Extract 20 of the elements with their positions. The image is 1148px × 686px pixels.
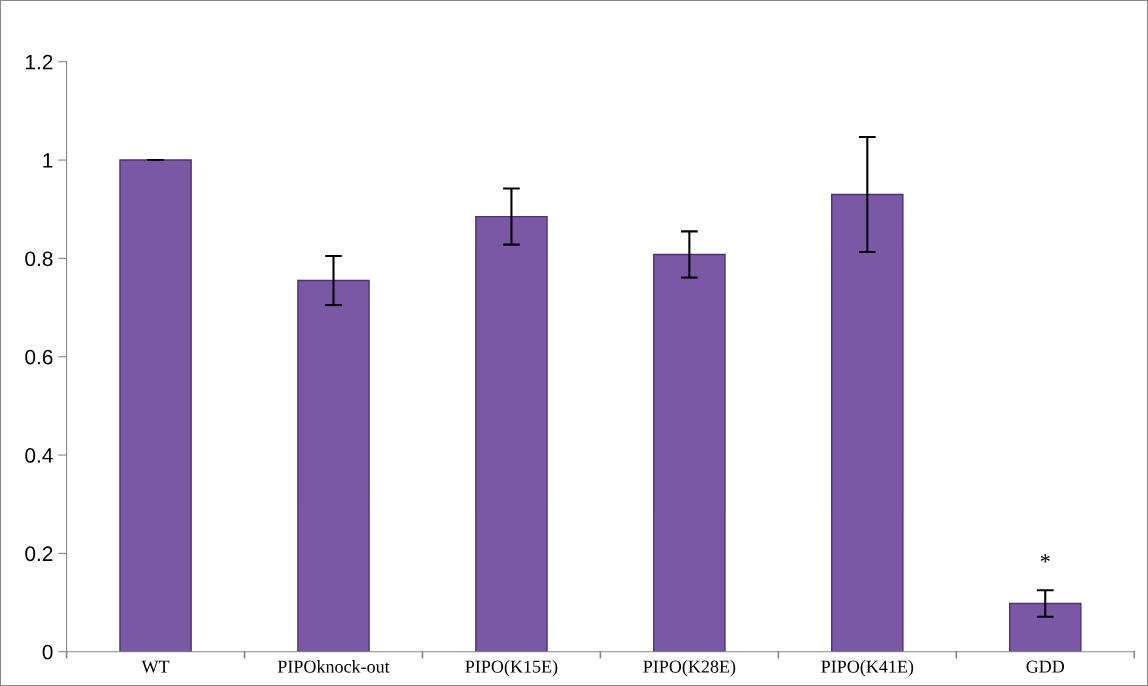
x-tick-label: GDD [1026,660,1065,673]
bar [831,193,904,652]
annotation: * [1040,554,1050,563]
x-tick-label: PIPOknock-out [277,660,390,673]
bar [1008,602,1082,652]
bar [119,159,192,652]
y-tick-label: 0.2 [25,546,53,562]
bar [475,215,548,652]
bar [297,279,370,652]
bar [653,253,726,652]
y-tick-label: 1 [43,153,53,168]
x-tick-label: PIPO(K41E) [821,660,914,677]
y-tick-label: 0.6 [25,349,53,365]
y-tick-label: 1.2 [26,54,53,70]
x-tick-label: PIPO(K28E) [643,660,736,677]
x-tick-label: PIPO(K15E) [465,660,558,677]
y-tick-label: 0.4 [25,448,53,463]
x-tick-label: WT [141,660,170,673]
y-tick-label: 0 [42,644,53,660]
y-tick-label: 0.8 [25,251,53,267]
